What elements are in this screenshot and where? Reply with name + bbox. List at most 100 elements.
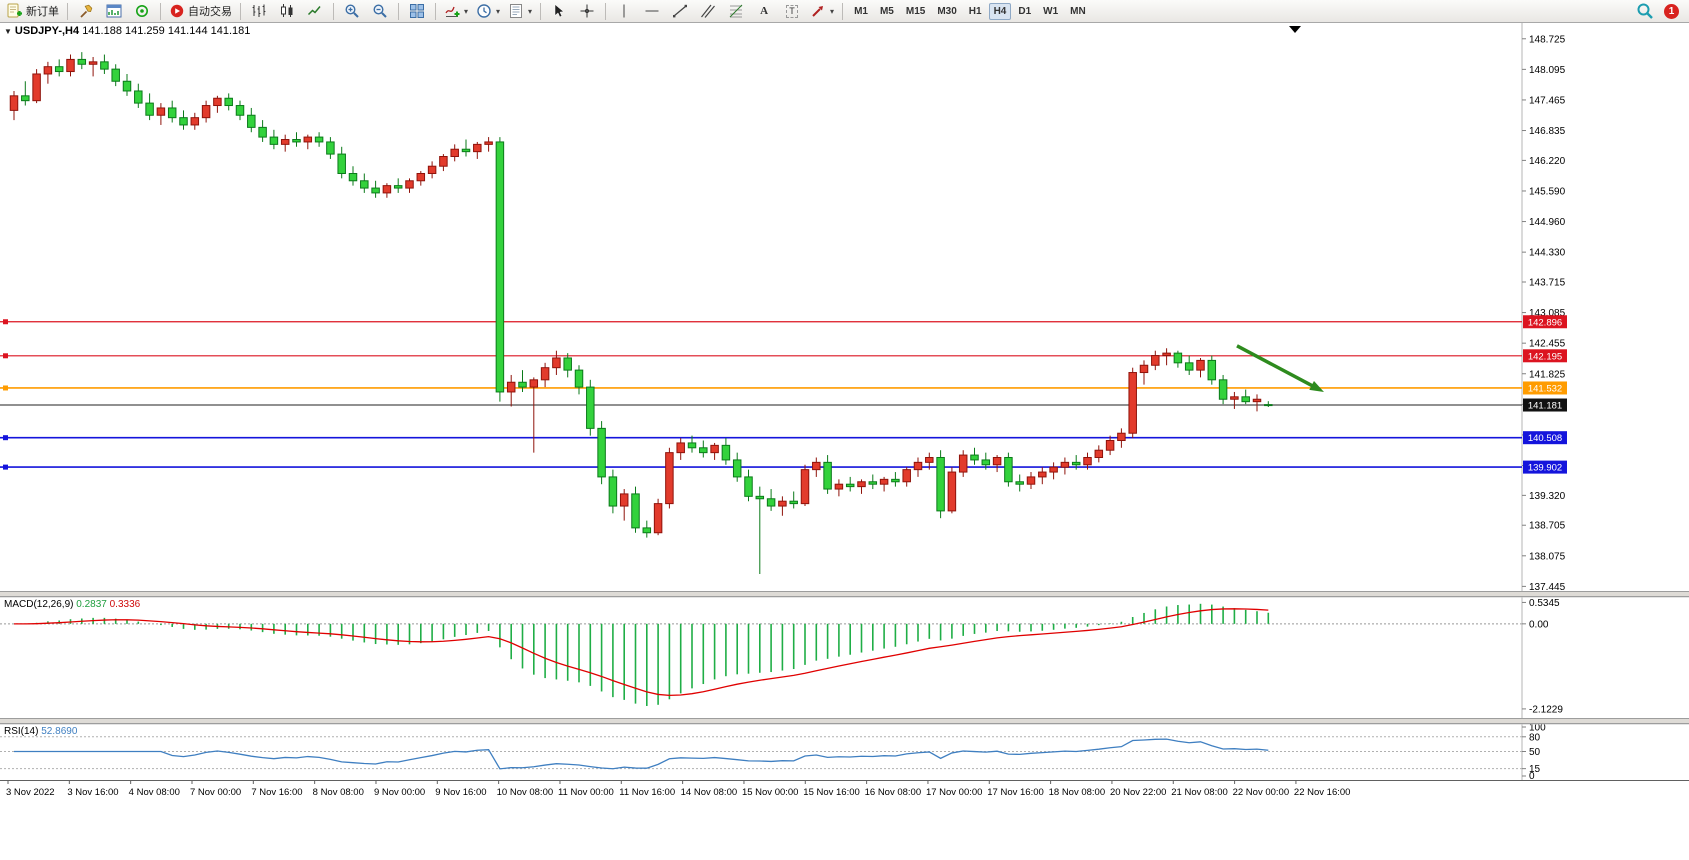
macd-canvas[interactable]: 0.5345 0.00 -2.1229: [0, 597, 1689, 718]
indicators-button[interactable]: ▾: [441, 1, 471, 21]
candle-body: [936, 456, 945, 512]
notification-badge[interactable]: 1: [1664, 3, 1679, 19]
chevron-down-icon: ▾: [528, 6, 533, 16]
trend-arrow-head[interactable]: [1309, 380, 1324, 392]
price-scale-label: 148.725: [1529, 34, 1566, 45]
candle-body: [1218, 379, 1228, 400]
horizontal-line-tool-button[interactable]: [639, 1, 665, 21]
price-scale-label: 144.330: [1529, 248, 1566, 259]
price-scale-label: 142.455: [1529, 339, 1566, 350]
candle-body: [834, 483, 844, 490]
autotrade-button[interactable]: 自动交易: [166, 1, 235, 21]
trend-arrow-object[interactable]: [1236, 344, 1316, 389]
market-watch-button[interactable]: [129, 1, 155, 21]
time-axis[interactable]: 3 Nov 2022 3 Nov 16:00 4 Nov 08:00 7 Nov 00…: [0, 780, 1689, 805]
timeframe-button-mn[interactable]: MN: [1070, 5, 1086, 17]
time-label: 15 Nov 00:00: [742, 787, 799, 798]
arrows-tool-button[interactable]: ▾: [807, 1, 837, 21]
candlestick-icon: [281, 4, 293, 17]
periods-button[interactable]: ▾: [473, 1, 503, 21]
channel-tool-button[interactable]: [695, 1, 721, 21]
candle-body: [845, 483, 855, 488]
new-chart-button[interactable]: [101, 1, 127, 21]
timeframe-button-h4[interactable]: H4: [988, 2, 1012, 20]
candle-body: [393, 185, 403, 189]
search-button[interactable]: [1632, 1, 1658, 21]
candle-body: [1162, 352, 1171, 357]
bar-chart-mode-button[interactable]: [246, 1, 272, 21]
vertical-line-icon: [623, 4, 625, 18]
new-order-button[interactable]: 新订单: [4, 1, 62, 21]
zoom-out-button[interactable]: [367, 1, 393, 21]
timeframe-button-h1[interactable]: H1: [968, 5, 982, 17]
rsi-scale-label: 80: [1529, 732, 1541, 743]
main-chart-canvas[interactable]: 148.725 148.095 147.465 146.835 146.220 145.5…: [0, 23, 1689, 591]
price-badge-label: 142.896: [1528, 317, 1562, 328]
rsi-scale-label: 100: [1529, 724, 1546, 734]
autotrade-icon: [170, 4, 184, 18]
templates-button[interactable]: ▾: [505, 1, 535, 21]
crosshair-icon: [580, 4, 594, 18]
timeframe-button-m1[interactable]: M1: [854, 5, 868, 17]
candle-body: [371, 187, 380, 194]
timeframe-button-d1[interactable]: D1: [1018, 5, 1032, 17]
timeframe-button-m15[interactable]: M15: [905, 5, 926, 17]
candle-body: [473, 143, 482, 153]
text-tool-button[interactable]: A: [751, 1, 777, 21]
candle-body: [66, 58, 75, 73]
line-anchor-marker[interactable]: [3, 319, 8, 325]
line-anchor-marker[interactable]: [3, 435, 8, 441]
time-label: 3 Nov 2022: [6, 787, 55, 798]
candle-body: [179, 117, 188, 126]
time-axis-canvas[interactable]: 3 Nov 2022 3 Nov 16:00 4 Nov 08:00 7 Nov 00…: [0, 780, 1689, 800]
line-anchor-marker[interactable]: [3, 385, 8, 391]
price-scale-label: 138.705: [1529, 521, 1566, 532]
candle-body: [653, 503, 663, 534]
candle-body: [213, 97, 222, 107]
candle-body: [518, 381, 527, 388]
candle-body: [1117, 432, 1126, 442]
candle-body: [495, 141, 505, 393]
price-scale[interactable]: [1522, 23, 1689, 591]
candle-body: [506, 381, 516, 393]
candle-body: [1196, 359, 1205, 371]
candle-body: [1105, 440, 1115, 451]
tools-button[interactable]: [73, 1, 99, 21]
candle-body: [992, 456, 1002, 466]
line-anchor-marker[interactable]: [3, 353, 8, 359]
price-scale-label: 137.445: [1529, 582, 1566, 591]
chart-shift-marker[interactable]: [1289, 26, 1301, 33]
candle-body: [145, 102, 154, 116]
text-label-tool-button[interactable]: T: [779, 1, 805, 21]
line-anchor-marker[interactable]: [3, 464, 8, 470]
price-scale-label: 143.715: [1529, 277, 1566, 288]
time-label: 8 Nov 08:00: [313, 787, 364, 798]
price-scale-label: 146.835: [1529, 126, 1566, 137]
macd-scale-label: -2.1229: [1529, 704, 1563, 715]
template-icon: [510, 4, 523, 18]
candle-body: [766, 498, 776, 507]
cursor-tool-button[interactable]: [546, 1, 572, 21]
candle-body: [619, 493, 629, 507]
macd-background: [0, 597, 1689, 718]
candle-body: [732, 459, 742, 478]
candle-body: [1049, 466, 1058, 473]
zoom-in-button[interactable]: [339, 1, 365, 21]
tile-windows-button[interactable]: [404, 1, 430, 21]
crosshair-tool-button[interactable]: [574, 1, 600, 21]
vertical-line-tool-button[interactable]: [611, 1, 637, 21]
timeframe-button-w1[interactable]: W1: [1043, 5, 1059, 17]
timeframe-button-m30[interactable]: M30: [937, 5, 957, 17]
candle-body: [1252, 398, 1262, 403]
line-chart-mode-button[interactable]: [302, 1, 328, 21]
price-badge: [1523, 381, 1567, 395]
timeframe-button-m5[interactable]: M5: [879, 5, 894, 17]
price-scale-label: 147.465: [1529, 95, 1566, 106]
candle-chart-mode-button[interactable]: [274, 1, 300, 21]
trendline-tool-button[interactable]: [667, 1, 693, 21]
fibonacci-tool-button[interactable]: [723, 1, 749, 21]
clock-icon: [477, 4, 491, 18]
candle-body: [9, 95, 19, 111]
time-label: 22 Nov 16:00: [1294, 787, 1351, 798]
